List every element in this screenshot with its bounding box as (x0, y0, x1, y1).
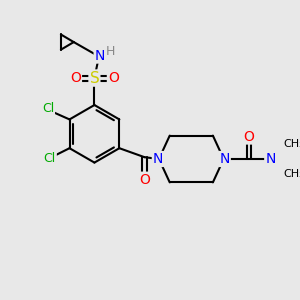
Text: H: H (106, 45, 115, 58)
Text: S: S (90, 70, 99, 86)
Text: Cl: Cl (44, 152, 56, 166)
Text: O: O (108, 71, 119, 85)
Text: N: N (94, 49, 105, 63)
Text: N: N (265, 152, 276, 166)
Text: O: O (70, 71, 81, 85)
Text: Cl: Cl (42, 102, 54, 115)
Text: CH₃: CH₃ (284, 169, 300, 179)
Text: N: N (153, 152, 163, 166)
Text: O: O (243, 130, 254, 143)
Text: O: O (139, 173, 150, 187)
Text: CH₃: CH₃ (284, 139, 300, 149)
Text: N: N (219, 152, 230, 166)
